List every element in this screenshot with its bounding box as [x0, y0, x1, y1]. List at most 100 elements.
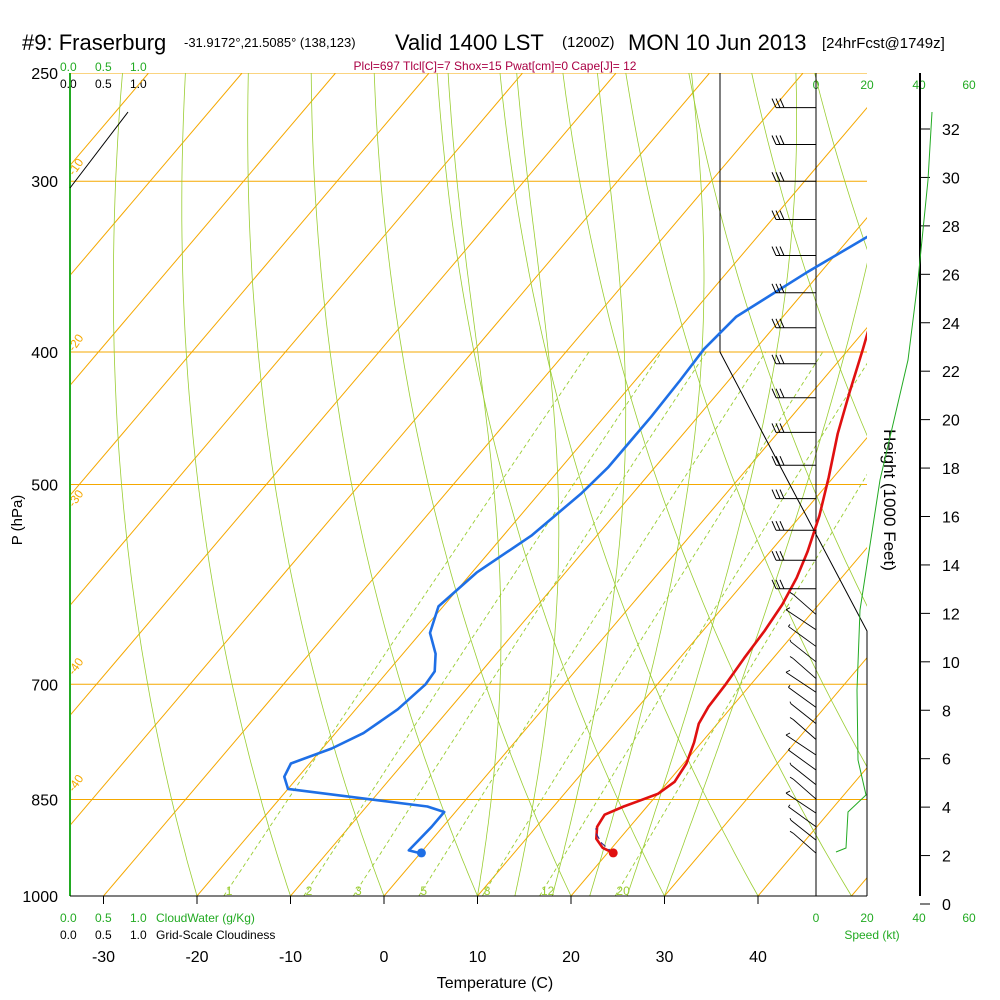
pressure-tick-label: 500: [31, 478, 58, 495]
isotherm-line: [664, 656, 867, 896]
wind-barb-flag: [771, 98, 777, 108]
wind-barb-flag: [775, 210, 781, 220]
moist-adiabat: [626, 73, 797, 896]
wind-barb-flag: [775, 489, 781, 499]
cloud-water-tick: 0.0: [60, 60, 77, 74]
wind-barb-shaft: [790, 703, 817, 724]
height-tick-label: 14: [942, 558, 960, 575]
cloud-water-label: CloudWater (g/Kg): [156, 911, 255, 925]
wind-barb-shaft: [785, 734, 817, 756]
wind-barb-flag: [771, 520, 777, 531]
wind-barb-flag: [779, 489, 785, 499]
wind-barb-flag: [771, 210, 777, 220]
cloudiness-tick: 0.5: [95, 77, 112, 91]
dry-adiabat: [941, 73, 1000, 896]
pressure-tick-label: 1000: [22, 889, 58, 906]
wind-barb-flag: [785, 669, 791, 673]
surface-dewpoint-dot: [416, 848, 426, 858]
height-tick-label: 20: [942, 413, 960, 430]
isotherm-label: 30: [950, 526, 978, 554]
wind-barb-flag: [775, 283, 781, 293]
wind-barb-flag: [771, 283, 777, 293]
wind-barb-flag: [785, 790, 791, 794]
wind-barb-flag: [775, 246, 781, 256]
x-tick-label: 0: [380, 949, 389, 966]
wind-barb-flag: [785, 607, 791, 611]
isotherm-line: [290, 216, 867, 896]
height-tick-label: 10: [942, 655, 960, 672]
cloudiness-tick: 0.0: [60, 928, 77, 942]
wind-barb-flag: [775, 135, 781, 145]
wind-barb-flag: [779, 318, 785, 328]
cloudiness-tick: 1.0: [130, 928, 147, 942]
wind-barb-flag: [775, 423, 781, 433]
wind-speed-tick: 40: [912, 911, 926, 925]
wind-barb-flag: [789, 592, 794, 595]
wind-barb-flag: [771, 455, 777, 466]
wind-barb-flag: [789, 762, 792, 765]
height-tick-label: 30: [942, 170, 960, 187]
mixing-ratio-label: 1: [226, 884, 233, 898]
isotherm-line: [70, 73, 617, 717]
dry-adiabat: [625, 73, 867, 768]
wind-barb-flag: [779, 423, 785, 433]
x-tick-label: 30: [656, 949, 674, 966]
isotherm-line: [103, 73, 804, 896]
wind-barb-shaft: [790, 641, 817, 663]
cloud-water-tick: 0.0: [60, 911, 77, 925]
wind-barb-flag: [771, 550, 777, 561]
height-tick-label: 8: [942, 703, 951, 720]
wind-barb-flag: [779, 520, 785, 531]
axes: -30 -20 -10 0 10 20 30 402503004005007008501000…: [22, 66, 959, 966]
height-tick-label: 2: [942, 849, 951, 866]
cloudiness-tick: 0.5: [95, 928, 112, 942]
wind-barb-flag: [775, 354, 781, 364]
mixing-ratio-line: [223, 351, 590, 896]
wind-barb-flag: [771, 388, 777, 398]
mixing-ratio-label: 12: [541, 884, 555, 898]
cloud-water-tick: 0.5: [95, 60, 112, 74]
wind-barb-shaft: [790, 819, 817, 841]
wind-barb-flag: [789, 701, 792, 704]
isotherm-label: 0: [984, 163, 1000, 184]
isotherm-line: [70, 73, 523, 607]
x-tick-label: -30: [92, 949, 115, 966]
moist-adiabat: [551, 73, 627, 896]
wind-barb-flag: [789, 776, 794, 780]
wind-barb-flag: [779, 98, 785, 108]
dry-adiabat: [181, 73, 291, 896]
wind-barb-flag: [775, 455, 781, 466]
wind-barb-flag: [788, 747, 791, 751]
isotherm-label: -40: [65, 772, 87, 795]
cloudiness-label: Grid-Scale Cloudiness: [156, 928, 275, 942]
cloud-water-tick: 1.0: [130, 60, 147, 74]
wind-barb-flag: [771, 246, 777, 256]
wind-barb-shaft: [785, 792, 817, 814]
cloud-scale-top: 0.0 0.5 1.0 0.0 0.5 1.0: [60, 60, 147, 91]
height-tick-label: 24: [942, 316, 960, 333]
wind-barb-flag: [779, 455, 785, 466]
mixing-ratio-label: 2: [306, 884, 313, 898]
height-tick-label: 18: [942, 461, 960, 478]
wind-barb-flag: [789, 717, 794, 720]
isotherm-label: -30: [65, 487, 87, 510]
wind-barb-flag: [771, 579, 777, 589]
wind-barb-flag: [775, 520, 781, 531]
wind-barb-flag: [789, 817, 792, 821]
mixing-ratio-label: 20: [616, 884, 630, 898]
indices-line: Plcl=697 Tlcl[C]=7 Shox=15 Pwat[cm]=0 Ca…: [354, 59, 637, 73]
wind-barb-flag: [789, 656, 794, 659]
x-tick-label: -20: [185, 949, 208, 966]
wind-barb-flag: [771, 354, 777, 364]
parcel-line: [595, 828, 614, 854]
wind-barb-flag: [779, 354, 785, 364]
pressure-tick-label: 400: [31, 345, 58, 362]
x-axis-title: Temperature (C): [437, 975, 553, 992]
isotherm-line: [70, 73, 336, 387]
wind-barb-flag: [789, 639, 792, 642]
pressure-tick-label: 700: [31, 677, 58, 694]
wind-barb-flag: [789, 830, 794, 834]
wind-barb-flag: [779, 135, 785, 145]
moist-adiabat: [664, 262, 867, 896]
